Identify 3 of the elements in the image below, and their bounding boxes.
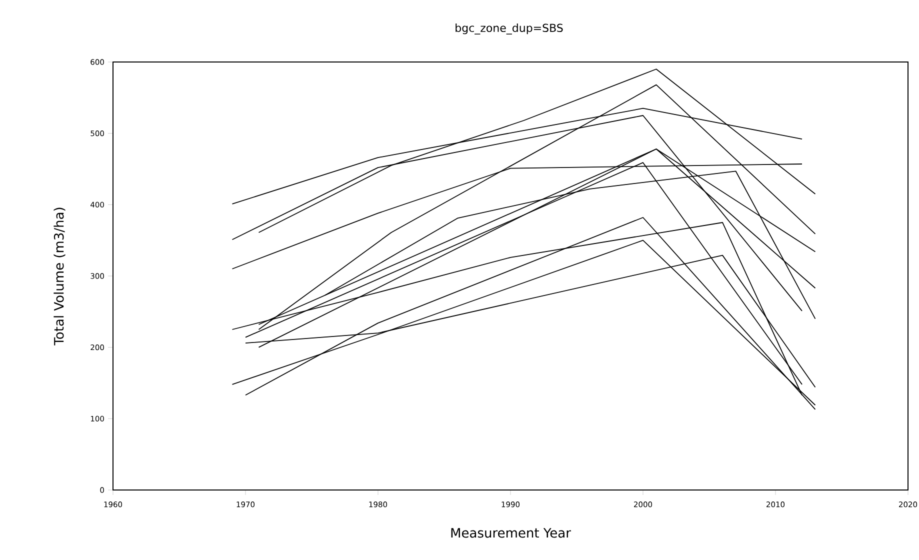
y-axis-title: Total Volume (m3/ha) xyxy=(54,208,66,346)
x-axis-title: Measurement Year xyxy=(451,528,571,538)
chart-title: bgc_zone_dup=SBS xyxy=(456,24,563,34)
